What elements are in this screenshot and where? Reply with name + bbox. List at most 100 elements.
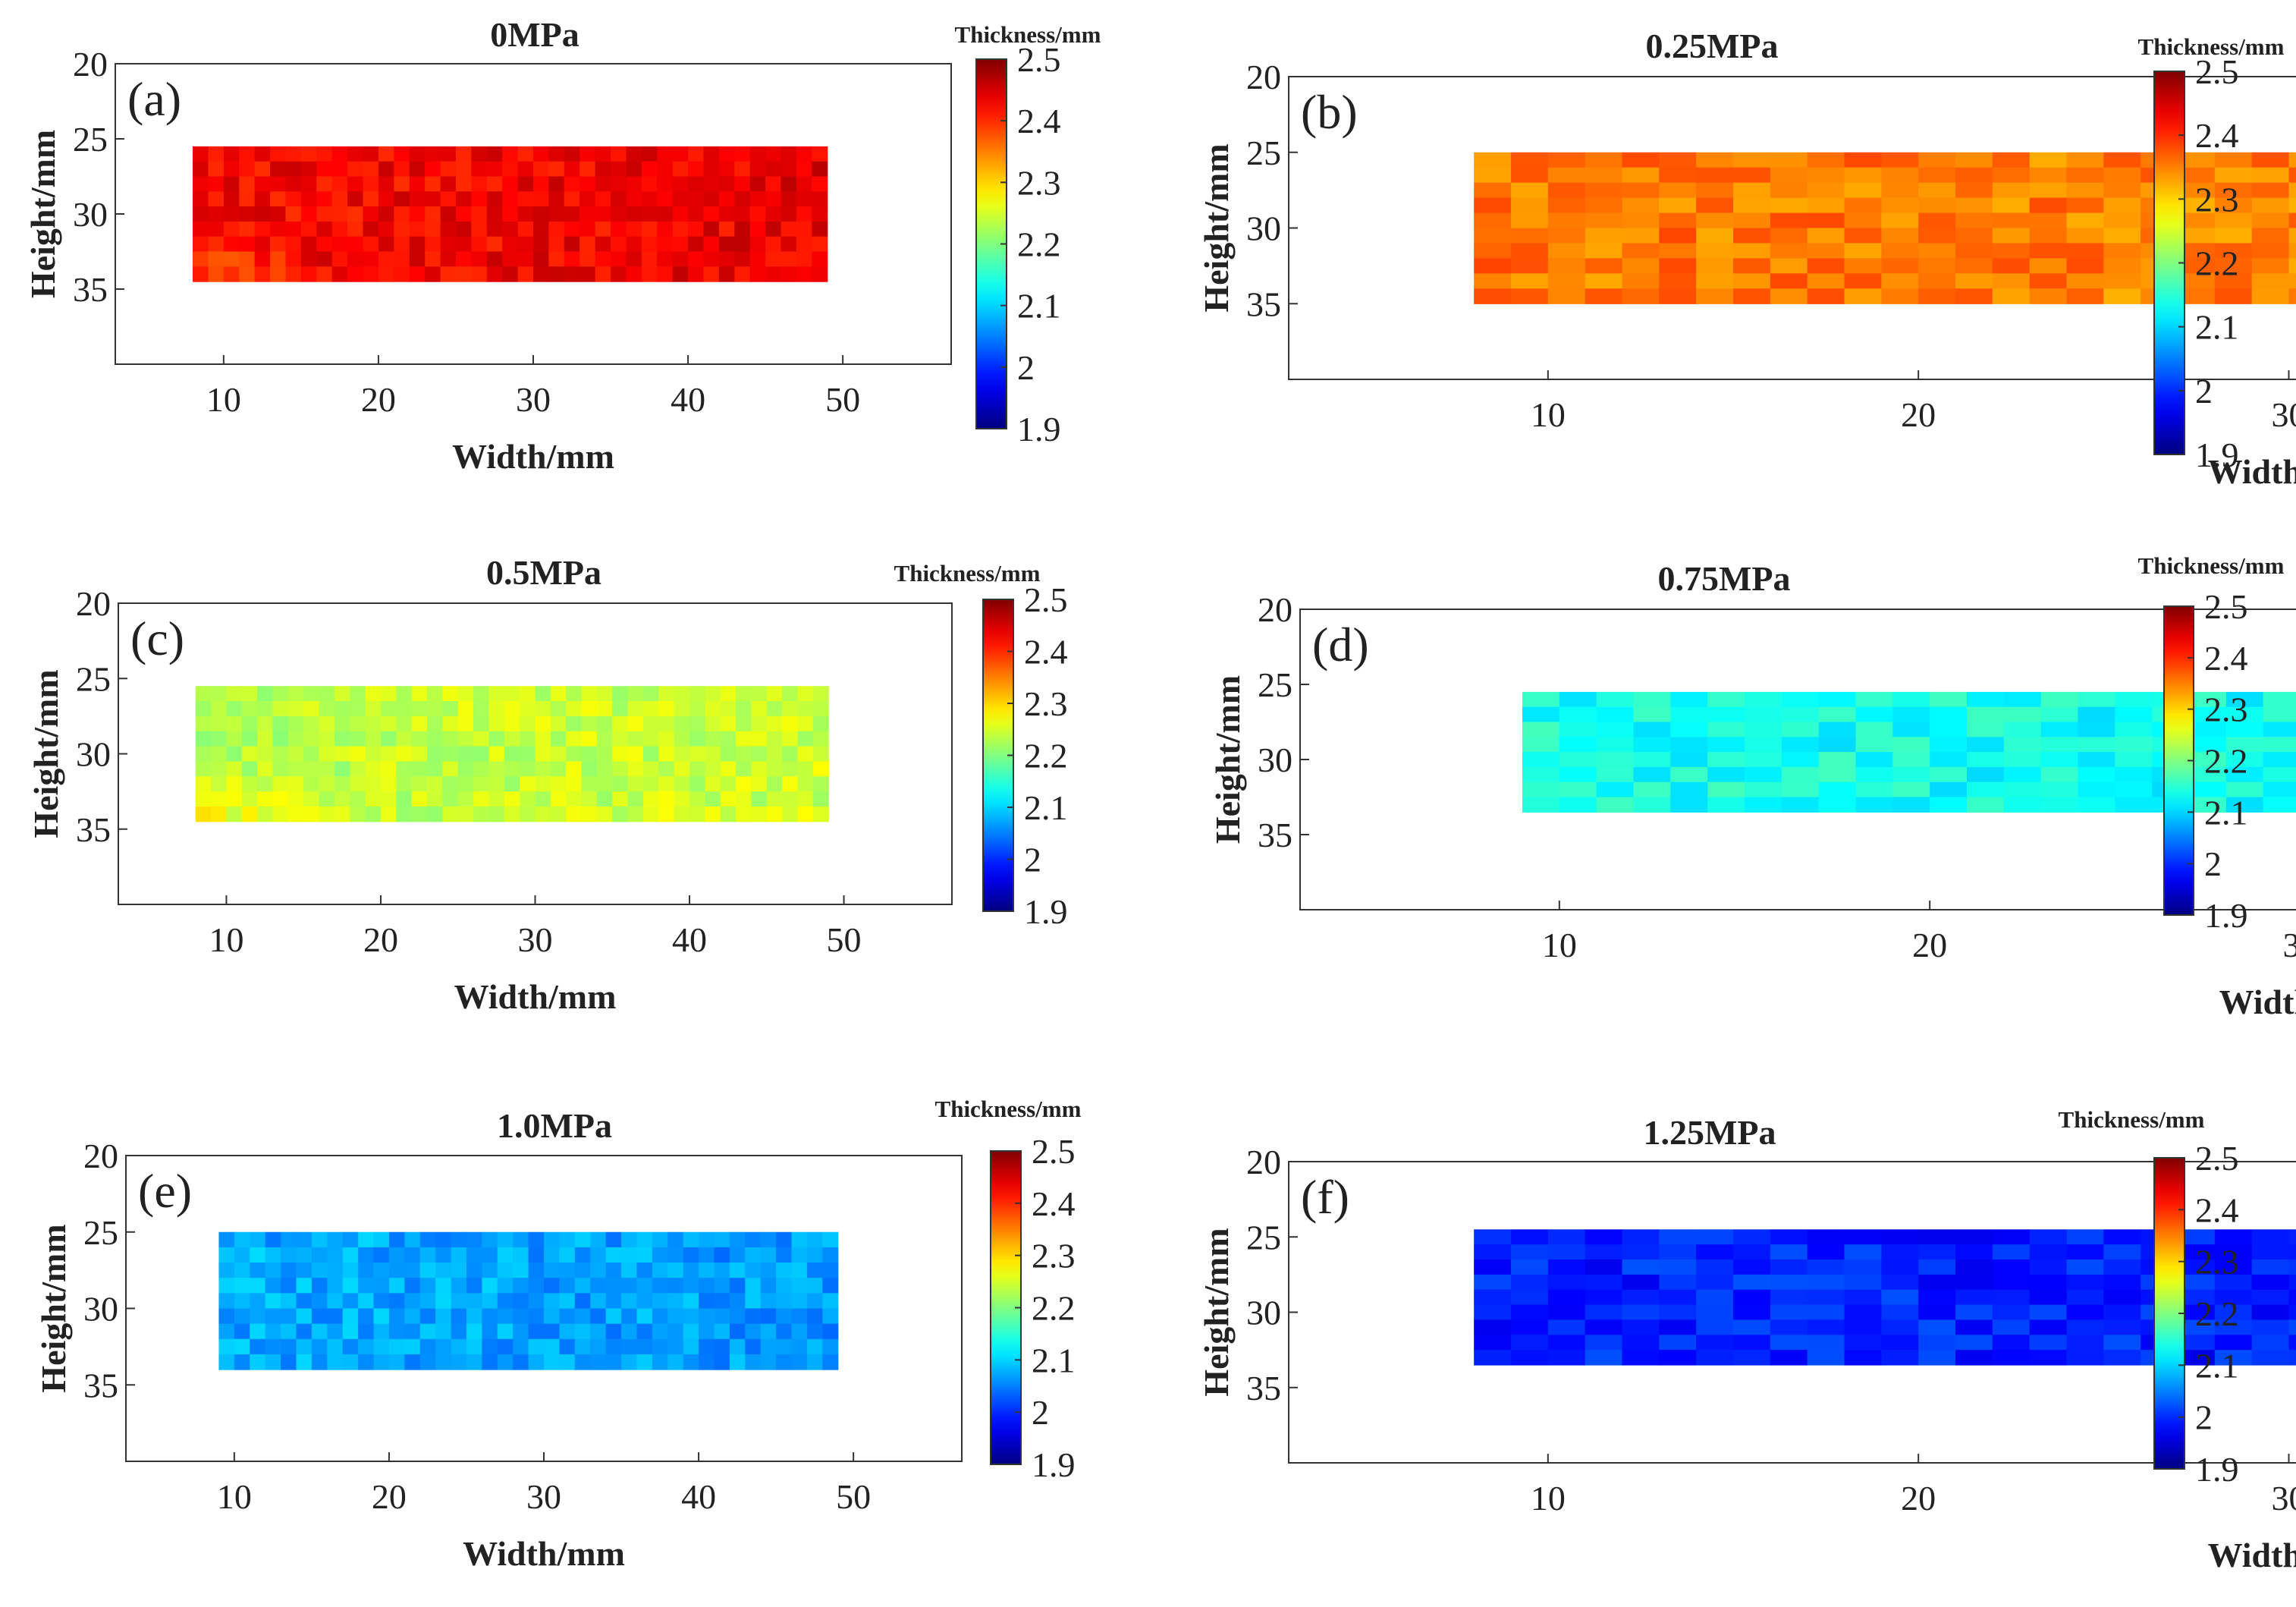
heatmap-cell [689, 731, 705, 747]
heatmap-cell [683, 1354, 699, 1370]
heatmap-cell [796, 161, 812, 178]
heatmap-cell [657, 236, 674, 253]
heatmap-cell [626, 161, 642, 178]
heatmap-cell [2288, 1304, 2296, 1321]
heatmap-cell [218, 1323, 235, 1340]
heatmap-cell [1474, 1350, 1512, 1366]
heatmap-cell [2103, 1335, 2141, 1351]
panel-letter: (c) [130, 612, 184, 665]
heatmap-cell [688, 191, 705, 207]
heatmap-cell [342, 1338, 359, 1355]
heatmap-cell [451, 1263, 467, 1278]
heatmap-cell [705, 761, 721, 777]
heatmap-cell [806, 1338, 823, 1355]
heatmap-cell [797, 806, 814, 822]
heatmap-cell [2029, 1229, 2068, 1245]
heatmap-cell [812, 161, 828, 178]
heatmap-cell [658, 715, 675, 732]
heatmap-cell [1547, 1274, 1586, 1291]
heatmap-cell [705, 776, 721, 792]
heatmap-cell [363, 251, 379, 267]
heatmap-cell [564, 191, 580, 207]
heatmap-cell [513, 1354, 529, 1370]
heatmap-cell [2189, 737, 2227, 753]
heatmap-cell [311, 1338, 328, 1355]
heatmap-cell [626, 251, 642, 267]
heatmap-cell [419, 1231, 436, 1248]
y-tick-label: 20 [1258, 590, 1292, 629]
heatmap-cell [595, 176, 611, 192]
heatmap-cell [611, 146, 627, 162]
heatmap-cell [497, 1293, 514, 1310]
panel-letter: (b) [1301, 85, 1358, 139]
heatmap-cell [378, 146, 394, 162]
heatmap-cell [373, 1263, 390, 1278]
heatmap-cell [1696, 197, 1734, 214]
heatmap-cell [1511, 1274, 1549, 1291]
heatmap-cell [652, 1278, 668, 1294]
heatmap-cell [1745, 781, 1782, 798]
heatmap-cell [626, 221, 642, 237]
heatmap-cell [2251, 1304, 2290, 1321]
heatmap-cell [517, 266, 534, 282]
heatmap-cell [2251, 1350, 2290, 1366]
heatmap-cell [590, 1338, 607, 1355]
heatmap-cell [513, 1308, 529, 1325]
heatmap-cell [411, 686, 428, 702]
heatmap-cell [1474, 197, 1512, 214]
heatmap-cell [234, 1354, 250, 1370]
heatmap-cell [559, 1231, 576, 1248]
heatmap-cell [394, 236, 410, 253]
heatmap-cell [781, 266, 797, 282]
heatmap-cell [636, 1308, 653, 1325]
heatmap-cell [672, 161, 689, 178]
heatmap-cell [241, 715, 258, 732]
heatmap-cell [1992, 1304, 2031, 1321]
heatmap-cell [2178, 1259, 2216, 1275]
heatmap-cell [234, 1278, 250, 1294]
heatmap-cell [388, 1231, 405, 1248]
heatmap-cell [751, 715, 768, 732]
heatmap-cell [287, 806, 304, 822]
heatmap-cell [303, 761, 320, 777]
heatmap-cell [497, 1354, 514, 1370]
heatmap-cell [612, 806, 629, 822]
heatmap-cell [745, 1278, 762, 1294]
heatmap-cell [797, 686, 814, 702]
heatmap-cell [1696, 1335, 1734, 1351]
heatmap-cell [2066, 197, 2104, 214]
heatmap-cell [466, 1247, 482, 1263]
heatmap-cell [1807, 182, 1845, 199]
heatmap-cell [239, 266, 256, 282]
heatmap-cell [488, 731, 505, 747]
colorbar-tick-label: 2.4 [2195, 116, 2239, 155]
heatmap-cell [1881, 1274, 1919, 1291]
heatmap-cell [2029, 288, 2068, 304]
heatmap-cell [627, 701, 644, 717]
heatmap-cell [2288, 1229, 2296, 1245]
heatmap-cell [419, 1354, 436, 1370]
heatmap-cell [281, 1354, 297, 1370]
heatmap-cell [2029, 1335, 2068, 1351]
heatmap-cell [2251, 1335, 2290, 1351]
heatmap-cell [642, 701, 659, 717]
heatmap-cell [394, 266, 410, 282]
heatmap-cell [2066, 228, 2104, 244]
heatmap-cell [1474, 228, 1512, 244]
heatmap-cell [1930, 691, 1968, 708]
heatmap-cell [327, 1354, 344, 1370]
heatmap-cell [241, 746, 258, 763]
heatmap-cell [250, 1293, 266, 1310]
y-tick-label: 20 [76, 584, 111, 623]
x-axis-label: Width/mm [2219, 983, 2296, 1021]
heatmap-cell [1559, 737, 1597, 753]
heatmap-cell [365, 791, 382, 807]
heatmap-cell [674, 701, 690, 717]
heatmap-cell [1770, 152, 1808, 168]
heatmap-cell [699, 1308, 715, 1325]
heatmap-cell [195, 776, 212, 792]
heatmap-cell [626, 176, 642, 192]
heatmap-cell [2214, 1304, 2253, 1321]
heatmap-cell [1622, 182, 1660, 199]
heatmap-cell [350, 761, 366, 777]
